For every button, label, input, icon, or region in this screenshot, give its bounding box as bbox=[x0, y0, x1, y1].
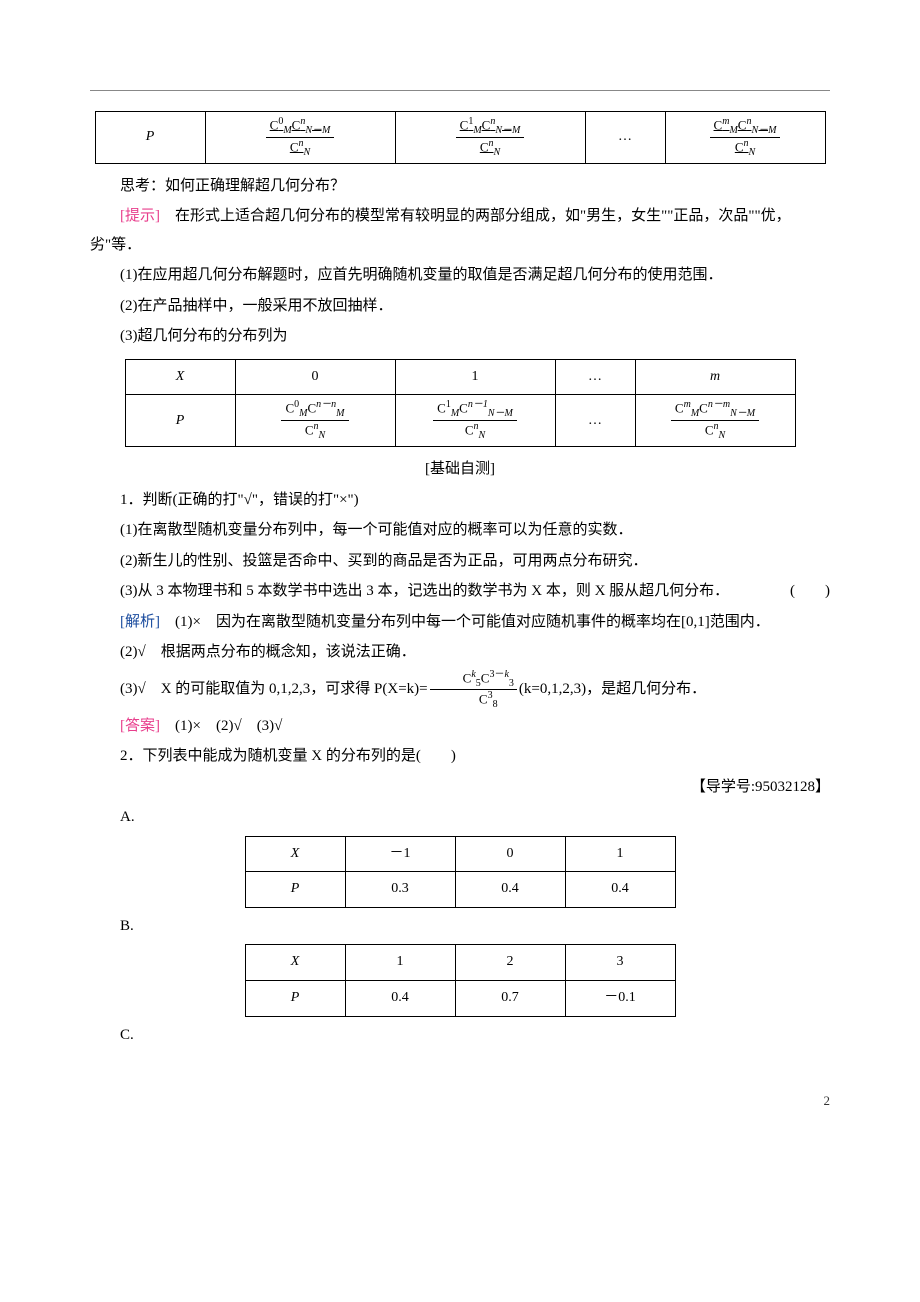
table-option-a: X－101 P0.30.40.4 bbox=[245, 836, 676, 908]
hint-paragraph: [提示] 在形式上适合超几何分布的模型常有较明显的两部分组成，如"男生，女生""… bbox=[90, 202, 830, 259]
analysis-2: (2)√ 根据两点分布的概念知，该说法正确． bbox=[90, 638, 830, 667]
option-b: B. bbox=[90, 912, 830, 941]
tb-h2: 2 bbox=[455, 945, 565, 981]
probability-table-1: P C0MCnN－M CnN C1MCnN－M CnN … CmMCnN－M C… bbox=[95, 111, 826, 164]
tb-x: X bbox=[245, 945, 345, 981]
frac-cell-1: C0MCnN－M CnN bbox=[266, 116, 335, 159]
answer-text: (1)× (2)√ (3)√ bbox=[175, 718, 282, 734]
row-label-p: P bbox=[146, 129, 155, 144]
question-1b: (2)新生儿的性别、投篮是否命中、买到的商品是否为正品，可用两点分布研究． bbox=[90, 547, 830, 576]
analysis-3-frac: Ck5C3－k3C38 bbox=[430, 669, 517, 710]
analysis-3-pre: (3)√ X 的可能取值为 0,1,2,3，可求得 P(X=k)= bbox=[120, 681, 428, 697]
guide-number: 【导学号:95032128】 bbox=[90, 773, 830, 802]
analysis-1: [解析] (1)× 因为在离散型随机变量分布列中每一个可能值对应随机事件的概率均… bbox=[90, 608, 830, 637]
question-1a: (1)在离散型随机变量分布列中，每一个可能值对应的概率可以为任意的实数． bbox=[90, 516, 830, 545]
tb-v3: －0.1 bbox=[565, 980, 675, 1016]
ta-x: X bbox=[245, 836, 345, 872]
question-1: 1．判断(正确的打"√"，错误的打"×") bbox=[90, 486, 830, 515]
tb-v2: 0.7 bbox=[455, 980, 565, 1016]
think-line: 思考：如何正确理解超几何分布？ bbox=[90, 172, 830, 201]
analysis-3: (3)√ X 的可能取值为 0,1,2,3，可求得 P(X=k)=Ck5C3－k… bbox=[90, 669, 830, 710]
tb-h3: 3 bbox=[565, 945, 675, 981]
tb-p: P bbox=[245, 980, 345, 1016]
paragraph-3: (3)超几何分布的分布列为 bbox=[90, 322, 830, 351]
option-c: C. bbox=[90, 1021, 830, 1050]
ta-h1: －1 bbox=[345, 836, 455, 872]
t2-h2: 1 bbox=[395, 359, 555, 395]
ta-v2: 0.4 bbox=[455, 872, 565, 908]
hint-text: 在形式上适合超几何分布的模型常有较明显的两部分组成，如"男生，女生""正品，次品… bbox=[90, 208, 791, 253]
question-1c-blank: ( ) bbox=[760, 577, 830, 606]
t2-h4: m bbox=[710, 369, 720, 384]
frac-cell-3: CmMCnN－M CnN bbox=[710, 116, 781, 159]
page-number: 2 bbox=[90, 1089, 830, 1114]
table-option-b: X123 P0.40.7－0.1 bbox=[245, 944, 676, 1016]
ta-h3: 1 bbox=[565, 836, 675, 872]
paragraph-1: (1)在应用超几何分布解题时，应首先明确随机变量的取值是否满足超几何分布的使用范… bbox=[90, 261, 830, 290]
top-rule bbox=[90, 90, 830, 91]
t2-r0: P bbox=[176, 413, 185, 428]
tb-v1: 0.4 bbox=[345, 980, 455, 1016]
paragraph-2: (2)在产品抽样中，一般采用不放回抽样． bbox=[90, 292, 830, 321]
ta-v3: 0.4 bbox=[565, 872, 675, 908]
analysis-1-text: (1)× 因为在离散型随机变量分布列中每一个可能值对应随机事件的概率均在[0,1… bbox=[175, 614, 770, 630]
section-title: [基础自测] bbox=[90, 455, 830, 484]
ta-v1: 0.3 bbox=[345, 872, 455, 908]
t2-h0: X bbox=[176, 369, 185, 384]
analysis-label: [解析] bbox=[120, 614, 160, 630]
t2-frac-1: C0MCn－nM CnN bbox=[281, 399, 348, 442]
question-1c-text: (3)从 3 本物理书和 5 本数学书中选出 3 本，记选出的数学书为 X 本，… bbox=[120, 583, 729, 599]
ta-h2: 0 bbox=[455, 836, 565, 872]
t2-ellipsis: … bbox=[555, 395, 635, 447]
question-1c: (3)从 3 本物理书和 5 本数学书中选出 3 本，记选出的数学书为 X 本，… bbox=[90, 577, 830, 606]
t2-frac-2: C1MCn－1N－M CnN bbox=[433, 399, 517, 442]
answer-label: [答案] bbox=[120, 718, 160, 734]
frac-cell-2: C1MCnN－M CnN bbox=[456, 116, 525, 159]
question-2: 2．下列表中能成为随机变量 X 的分布列的是( ) bbox=[90, 742, 830, 771]
analysis-3-post: (k=0,1,2,3)，是超几何分布． bbox=[519, 681, 706, 697]
t2-h1: 0 bbox=[235, 359, 395, 395]
probability-table-2: X 0 1 … m P C0MCn－nM CnN C1MCn－1N－M CnN … bbox=[125, 359, 796, 447]
hint-label: [提示] bbox=[120, 208, 160, 224]
t2-h3: … bbox=[555, 359, 635, 395]
ta-p: P bbox=[245, 872, 345, 908]
ellipsis-cell: … bbox=[585, 112, 665, 164]
tb-h1: 1 bbox=[345, 945, 455, 981]
option-a: A. bbox=[90, 803, 830, 832]
answer-line: [答案] (1)× (2)√ (3)√ bbox=[90, 712, 830, 741]
t2-frac-3: CmMCn－mN－M CnN bbox=[671, 399, 759, 442]
